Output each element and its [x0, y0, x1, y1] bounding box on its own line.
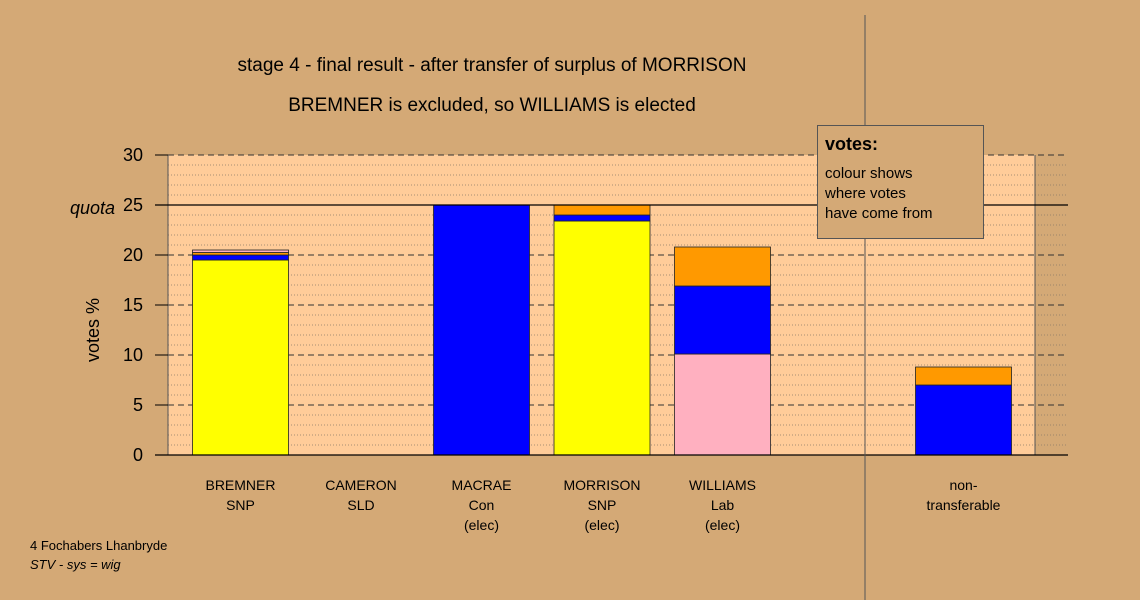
category-label: CAMERON	[325, 477, 397, 493]
bar-segment	[553, 220, 651, 456]
category-label: (elec)	[464, 517, 499, 533]
bar-segment	[433, 204, 530, 456]
y-tick-label: 5	[133, 395, 143, 415]
y-tick-label: 0	[133, 445, 143, 465]
category-label: Lab	[711, 497, 735, 513]
legend: votes: colour shows where votes have com…	[817, 125, 984, 239]
category-label: MORRISON	[564, 477, 641, 493]
category-label: BREMNER	[205, 477, 275, 493]
quota-label: quota	[70, 198, 115, 218]
category-label: transferable	[927, 497, 1001, 513]
legend-line: where votes	[825, 185, 906, 202]
bars	[192, 204, 1012, 456]
bar-segment	[553, 214, 651, 222]
category-label: (elec)	[584, 517, 619, 533]
bar-segment	[192, 259, 289, 456]
footer-system: STV - sys = wig	[30, 557, 121, 572]
footer: 4 Fochabers Lhanbryde STV - sys = wig	[30, 536, 167, 574]
legend-line: colour shows	[825, 165, 913, 182]
axes: 0 5 10 15 20 25 30 BREMNER SNP CAMERON SLD MACRAE Co…	[123, 145, 1068, 533]
category-label: non-	[949, 477, 977, 493]
bar-segment	[553, 204, 651, 216]
bar-segment	[192, 254, 289, 261]
category-label: SNP	[226, 497, 255, 513]
footer-ward: 4 Fochabers Lhanbryde	[30, 538, 168, 553]
category-label: SNP	[588, 497, 617, 513]
y-tick-label: 15	[123, 295, 143, 315]
category-label: WILLIAMS	[689, 477, 756, 493]
category-label: MACRAE	[452, 477, 512, 493]
chart-subtitle: BREMNER is excluded, so WILLIAMS is elec…	[288, 95, 696, 116]
bar-segment	[674, 353, 771, 456]
category-label: Con	[469, 497, 495, 513]
bar-segment	[192, 249, 289, 253]
legend-line: have come from	[825, 205, 933, 222]
chart-title: stage 4 - final result - after transfer …	[238, 55, 747, 76]
bar-segment	[915, 366, 1012, 386]
bar-segment	[674, 246, 771, 287]
category-label: (elec)	[705, 517, 740, 533]
y-tick-label: 30	[123, 145, 143, 165]
y-axis-label: votes %	[83, 298, 103, 362]
bar-segment	[674, 285, 771, 355]
legend-title: votes:	[825, 134, 879, 154]
category-label: SLD	[347, 497, 374, 513]
y-tick-label: 25	[123, 195, 143, 215]
bar-segment	[915, 384, 1012, 456]
y-tick-label: 20	[123, 245, 143, 265]
y-tick-label: 10	[123, 345, 143, 365]
